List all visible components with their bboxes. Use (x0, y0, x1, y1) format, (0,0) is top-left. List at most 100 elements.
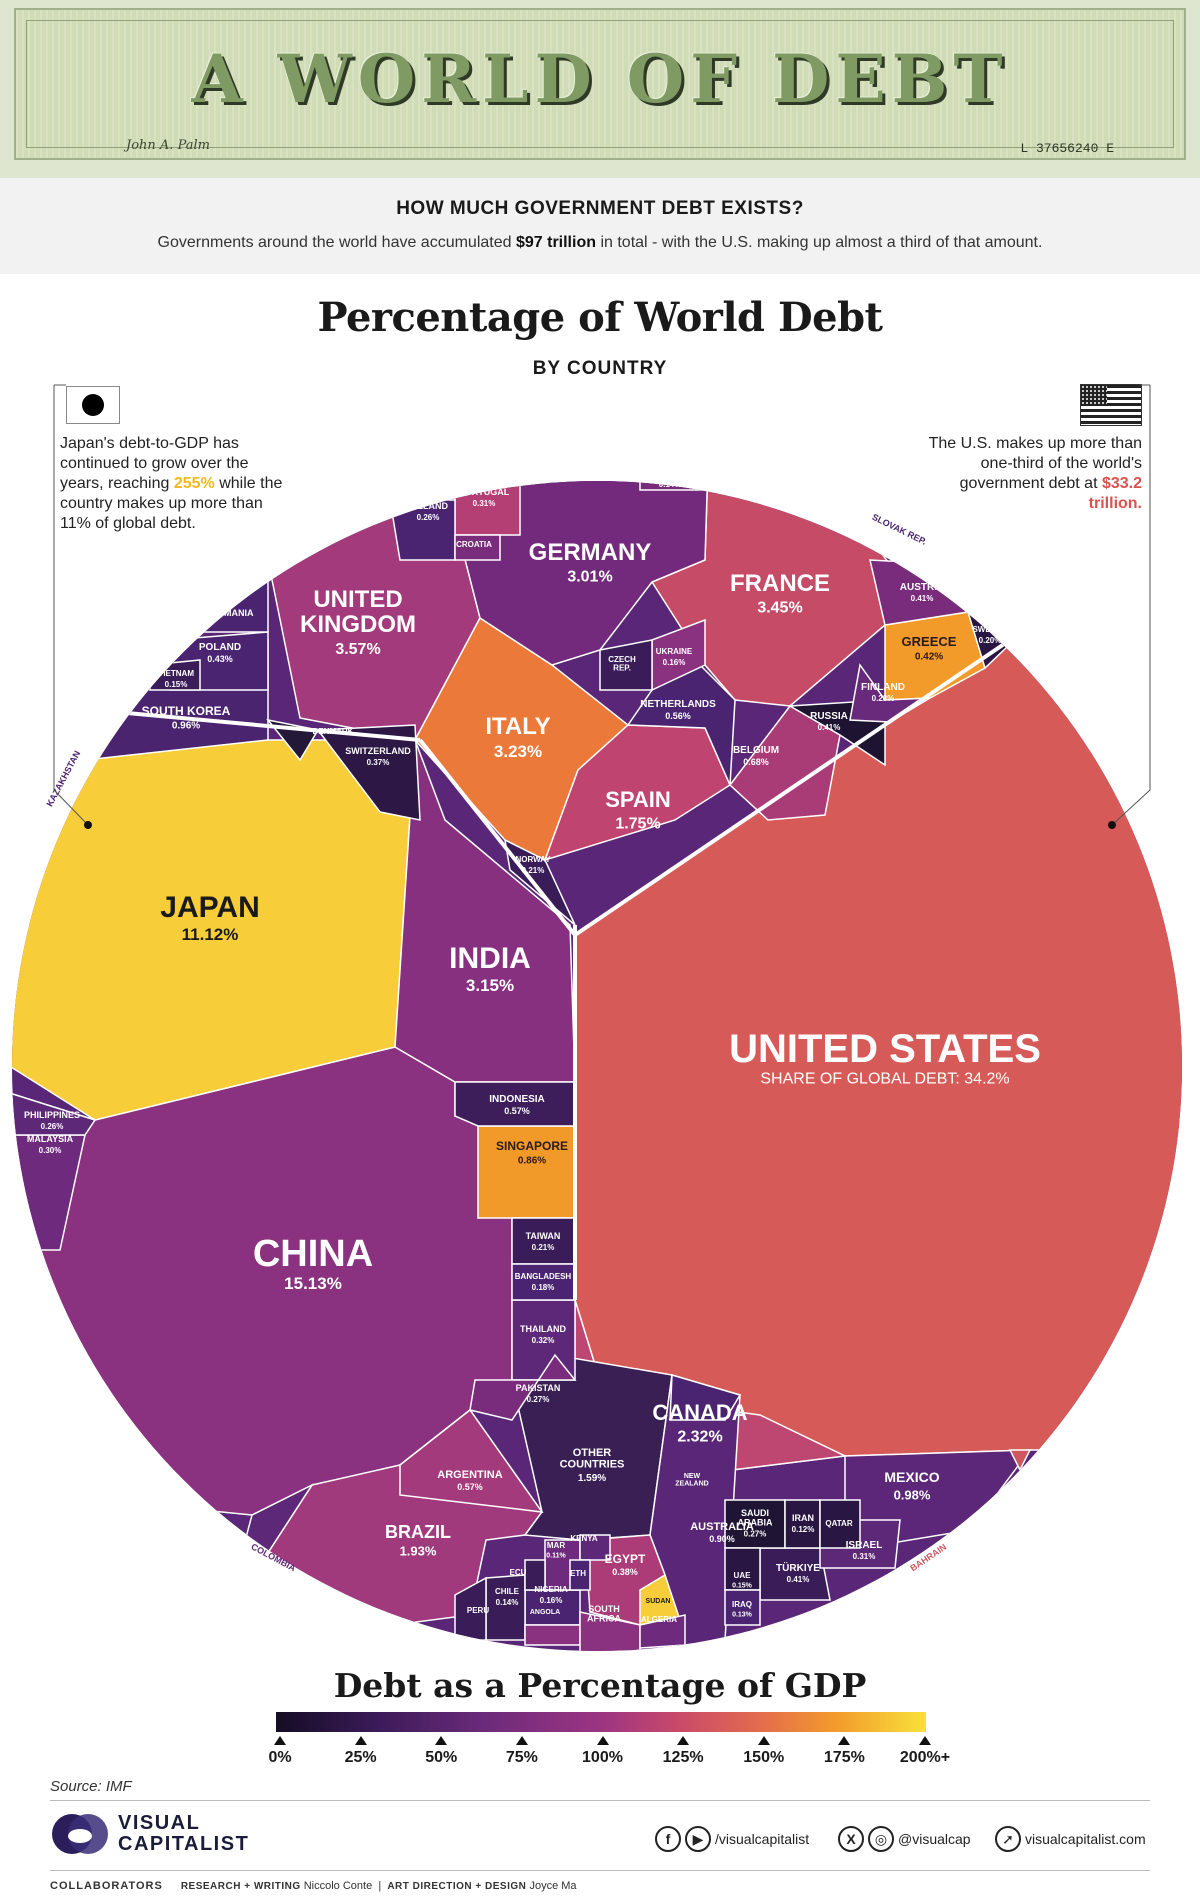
label-malaysia: MALAYSIA 0.30% (27, 1134, 74, 1155)
legend-tick-label: 0% (268, 1749, 292, 1766)
label-nigeria: NIGERIA 0.16% (534, 1585, 568, 1605)
label-name-other-countries-1: COUNTRIES (560, 1459, 625, 1471)
label-value-argentina: 0.57% (457, 1482, 483, 1492)
label-qatar: QATAR (825, 1519, 852, 1528)
label-value-israel: 0.31% (853, 1552, 876, 1561)
collaborators-label: COLLABORATORS (50, 1880, 163, 1892)
label-name-japan: JAPAN (160, 891, 259, 924)
label-value-united-kingdom: 3.57% (335, 641, 380, 658)
cell-iraq (724, 1589, 761, 1626)
cell-indonesia (454, 1081, 576, 1127)
chart-subtitle: BY COUNTRY (532, 358, 668, 379)
cell-new-zealand (669, 1374, 742, 1421)
us-flag-icon (1080, 384, 1142, 426)
label-name-spain: SPAIN (605, 787, 671, 812)
label-name-sweden: SWEDEN (972, 625, 1007, 634)
legend-tick-label: 175% (823, 1749, 865, 1766)
brand-name: VISUAL CAPITALIST (118, 1813, 249, 1855)
label-sudan: SUDAN (646, 1598, 671, 1605)
label-name-united-states: UNITED STATES (729, 1027, 1041, 1071)
label-ireland: IRELAND 0.26% (408, 501, 448, 522)
label-name-iran: IRAN (792, 1513, 814, 1523)
label-name-pakistan: PAKISTAN (516, 1383, 561, 1393)
intro-text-b: in total - with the U.S. making up almos… (596, 234, 1043, 251)
bill-border (26, 20, 1174, 148)
label-value-united-states: SHARE OF GLOBAL DEBT: 34.2% (760, 1071, 1009, 1088)
cell-switzerland (316, 724, 421, 821)
label-name-belgium: BELGIUM (733, 745, 779, 756)
annotation-leaders (53, 384, 1151, 829)
cell-taiwan (511, 1217, 576, 1265)
label-value-ireland: 0.26% (417, 513, 440, 522)
credits: COLLABORATORS RESEARCH + WRITING Niccolo … (50, 1880, 577, 1892)
cell-eth (569, 1559, 591, 1591)
label-greece: GREECE 0.42% (902, 634, 957, 663)
label-value-austria: 0.41% (911, 594, 934, 603)
label-name-ukraine: UKRAINE (656, 647, 693, 656)
label-canada: CANADA 2.32% (652, 1400, 747, 1446)
social-facebook-youtube[interactable]: f ▶ /visualcapitalist (655, 1826, 809, 1852)
label-name-hungary: HUNGARY (650, 469, 691, 478)
cell-argentina (399, 1408, 544, 1513)
label-name-angola: ANGOLA (530, 1609, 560, 1616)
x-icon[interactable]: X (838, 1826, 864, 1852)
legend-tick-3: 75% (492, 1736, 552, 1767)
label-eth: ETH (570, 1569, 586, 1578)
label-chile: CHILE 0.14% (495, 1587, 520, 1607)
us-note-a: The U.S. makes up more than one-third of… (928, 435, 1142, 492)
legend-tick-7: 175% (814, 1736, 874, 1767)
label-name-malaysia: MALAYSIA (27, 1134, 74, 1144)
facebook-icon[interactable]: f (655, 1826, 681, 1852)
us-note-highlight: $33.2 trillion. (1088, 475, 1142, 512)
label-value-south-korea: 0.96% (172, 721, 200, 732)
label-value-portugal: 0.31% (473, 499, 496, 508)
label-kaz: KAZ (74, 755, 91, 764)
visual-capitalist-logo-icon (52, 1814, 108, 1854)
label-name-kaz: KAZ (74, 755, 91, 764)
label-name-china: CHINA (253, 1233, 373, 1275)
legend-tick-marker-icon (757, 1736, 770, 1745)
social-handle-x[interactable]: @visualcap (898, 1831, 971, 1847)
instagram-icon[interactable]: ◎ (868, 1826, 894, 1852)
cell-chile (485, 1574, 526, 1641)
label-value-india: 3.15% (466, 976, 514, 995)
label-value-france: 3.45% (757, 600, 802, 617)
label-name-brazil: BRAZIL (385, 1522, 451, 1542)
cell-peru (454, 1576, 487, 1641)
social-x-instagram[interactable]: X ◎ @visualcap (838, 1826, 971, 1852)
youtube-icon[interactable]: ▶ (685, 1826, 711, 1852)
cell-pakistan (469, 1353, 577, 1421)
label-value-russia: 0.41% (818, 723, 841, 732)
label-mexico: MEXICO 0.98% (884, 1469, 939, 1503)
label-name-greece: GREECE (902, 634, 957, 649)
bill-serial-number: L 37656240 E (1020, 141, 1114, 156)
label-france: FRANCE 3.45% (730, 570, 830, 617)
label-name-norway: NORWAY (515, 855, 551, 864)
label-name-nigeria: NIGERIA (534, 1585, 568, 1594)
intro-question: HOW MUCH GOVERNMENT DEBT EXISTS? (396, 198, 804, 219)
label-value-uae: 0.15% (732, 1582, 753, 1589)
social-handle-fb[interactable]: /visualcapitalist (715, 1831, 810, 1847)
banner: A WORLD OF DEBT John A. Palm L 37656240 … (0, 0, 1200, 179)
label-thailand: THAILAND 0.32% (520, 1324, 566, 1345)
label-value-t-rkiye: 0.41% (787, 1575, 810, 1584)
label-value-brazil: 1.93% (400, 1544, 437, 1559)
label-romania: ROMANIA (211, 608, 254, 618)
cursor-icon[interactable]: ➚ (995, 1826, 1021, 1852)
website-link[interactable]: ➚ visualcapitalist.com (995, 1826, 1146, 1852)
website-url[interactable]: visualcapitalist.com (1025, 1831, 1146, 1847)
label-vietnam: VIETNAM 0.15% (158, 669, 194, 689)
label-name-sudan: SUDAN (646, 1598, 671, 1605)
label-germany: GERMANY 3.01% (529, 539, 652, 586)
legend-tick-label: 125% (662, 1749, 704, 1766)
label-name-romania: ROMANIA (211, 608, 254, 618)
legend-tick-label: 25% (344, 1749, 377, 1766)
label-name-australia: AUSTRALIA (690, 1521, 754, 1533)
label-value-sweden: 0.20% (979, 636, 1002, 645)
